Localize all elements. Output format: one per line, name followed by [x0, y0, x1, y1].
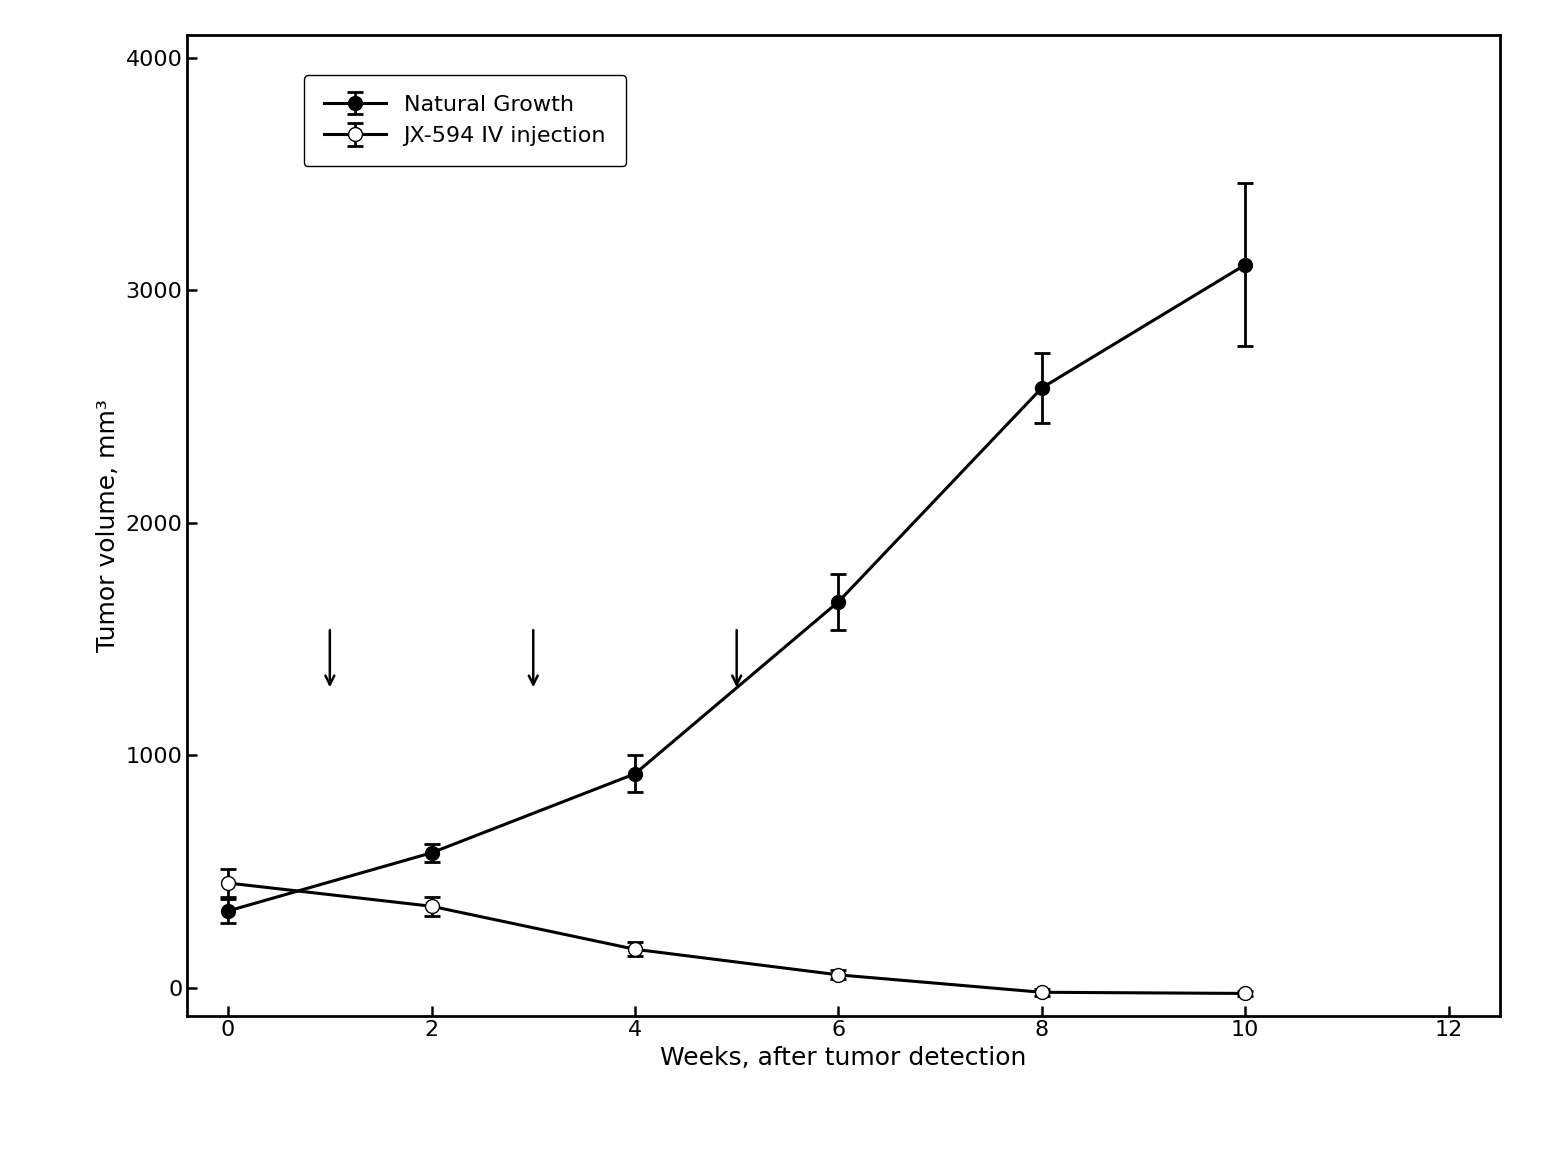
Y-axis label: Tumor volume, mm³: Tumor volume, mm³ [97, 398, 120, 652]
X-axis label: Weeks, after tumor detection: Weeks, after tumor detection [661, 1046, 1026, 1070]
Legend: Natural Growth, JX-594 IV injection: Natural Growth, JX-594 IV injection [303, 75, 626, 166]
